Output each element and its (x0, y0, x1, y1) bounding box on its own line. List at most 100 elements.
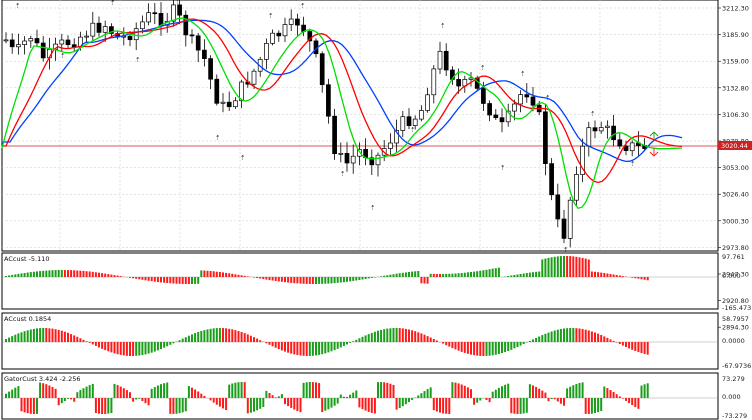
bull-candle[interactable] (394, 130, 399, 144)
bear-candle[interactable] (189, 34, 195, 37)
histogram-bar (395, 273, 398, 277)
bear-candle[interactable] (561, 218, 567, 239)
bear-candle[interactable] (276, 32, 282, 37)
bull-candle[interactable] (512, 103, 517, 112)
bull-candle[interactable] (412, 118, 418, 126)
bear-candle[interactable] (9, 39, 15, 48)
bear-candle[interactable] (195, 35, 201, 51)
bull-candle[interactable] (375, 154, 381, 166)
bear-candle[interactable] (332, 115, 337, 155)
bull-candle[interactable] (598, 127, 604, 132)
bull-candle[interactable] (133, 28, 139, 41)
bear-candle[interactable] (487, 103, 492, 116)
gator-indicator-panel[interactable]: GatorCust 3.424 -2.256 (1, 372, 719, 420)
bull-candle[interactable] (425, 94, 430, 111)
bear-candle[interactable] (109, 26, 114, 34)
bear-candle[interactable] (208, 58, 213, 80)
bear-candle[interactable] (158, 13, 164, 26)
bull-candle[interactable] (3, 39, 9, 42)
bull-candle[interactable] (171, 4, 176, 22)
bull-candle[interactable] (400, 116, 406, 131)
bear-candle[interactable] (214, 78, 220, 104)
bull-candle[interactable] (288, 18, 294, 25)
bull-candle[interactable] (257, 59, 263, 72)
histogram-bar (513, 398, 516, 414)
histogram-bar (525, 342, 528, 343)
bull-candle[interactable] (239, 81, 244, 102)
bull-candle[interactable] (437, 50, 443, 70)
bear-candle[interactable] (524, 94, 530, 98)
bull-candle[interactable] (567, 199, 573, 239)
bull-candle[interactable] (270, 32, 275, 44)
bull-candle[interactable] (16, 44, 21, 48)
bear-candle[interactable] (177, 4, 182, 16)
bear-candle[interactable] (617, 139, 623, 147)
bull-candle[interactable] (518, 94, 523, 105)
ac-indicator-panel-2[interactable]: ACcust 0.1854 (1, 312, 719, 370)
bear-candle[interactable] (543, 111, 548, 164)
bull-candle[interactable] (84, 35, 89, 38)
bear-candle[interactable] (40, 42, 46, 59)
bear-candle[interactable] (344, 153, 350, 164)
histogram-bar (392, 384, 395, 398)
bull-candle[interactable] (251, 70, 257, 85)
bull-candle[interactable] (90, 22, 96, 37)
bull-candle[interactable] (629, 142, 635, 152)
bear-candle[interactable] (611, 125, 616, 141)
bull-candle[interactable] (605, 125, 610, 128)
bull-candle[interactable] (59, 39, 65, 45)
ac-indicator-panel-1[interactable]: ACcust -5.110 (1, 252, 719, 310)
bear-candle[interactable] (555, 194, 561, 220)
bear-candle[interactable] (623, 145, 629, 151)
bull-candle[interactable] (419, 110, 424, 120)
bear-candle[interactable] (202, 49, 207, 59)
bull-candle[interactable] (350, 155, 356, 164)
histogram-bar (5, 339, 7, 342)
bear-candle[interactable] (96, 22, 102, 33)
bear-candle[interactable] (295, 18, 300, 26)
bear-candle[interactable] (369, 157, 375, 166)
bear-candle[interactable] (406, 116, 412, 126)
bull-candle[interactable] (146, 12, 151, 23)
bear-candle[interactable] (226, 101, 232, 108)
histogram-bar (308, 382, 311, 398)
bull-candle[interactable] (28, 38, 34, 42)
histogram-bar (163, 342, 166, 348)
bear-candle[interactable] (319, 53, 325, 86)
bear-candle[interactable] (152, 12, 158, 15)
histogram-bar (144, 342, 147, 355)
bear-candle[interactable] (499, 117, 505, 123)
bull-candle[interactable] (220, 101, 226, 104)
bull-candle[interactable] (388, 142, 393, 149)
bear-candle[interactable] (549, 163, 554, 196)
bull-candle[interactable] (140, 21, 145, 30)
bear-candle[interactable] (443, 50, 449, 71)
bull-candle[interactable] (505, 110, 511, 123)
bull-candle[interactable] (338, 153, 344, 155)
bull-candle[interactable] (233, 100, 238, 108)
bear-candle[interactable] (127, 35, 133, 41)
bear-candle[interactable] (183, 14, 189, 36)
bull-candle[interactable] (580, 145, 585, 175)
bear-candle[interactable] (481, 88, 486, 104)
bear-candle[interactable] (456, 79, 461, 87)
bear-candle[interactable] (326, 84, 331, 117)
histogram-bar (612, 392, 615, 398)
bear-candle[interactable] (65, 39, 71, 46)
bear-candle[interactable] (493, 114, 499, 119)
bear-candle[interactable] (530, 96, 536, 106)
bull-candle[interactable] (586, 127, 592, 147)
histogram-bar (70, 334, 73, 342)
bull-candle[interactable] (357, 149, 362, 157)
bull-candle[interactable] (574, 174, 579, 201)
bull-candle[interactable] (431, 68, 437, 96)
bear-candle[interactable] (307, 31, 313, 42)
bear-candle[interactable] (34, 38, 40, 44)
bull-candle[interactable] (264, 43, 269, 60)
bull-candle[interactable] (102, 26, 108, 33)
histogram-bar (17, 273, 20, 277)
bear-candle[interactable] (592, 127, 598, 132)
bull-candle[interactable] (22, 40, 27, 45)
bull-candle[interactable] (282, 24, 288, 37)
